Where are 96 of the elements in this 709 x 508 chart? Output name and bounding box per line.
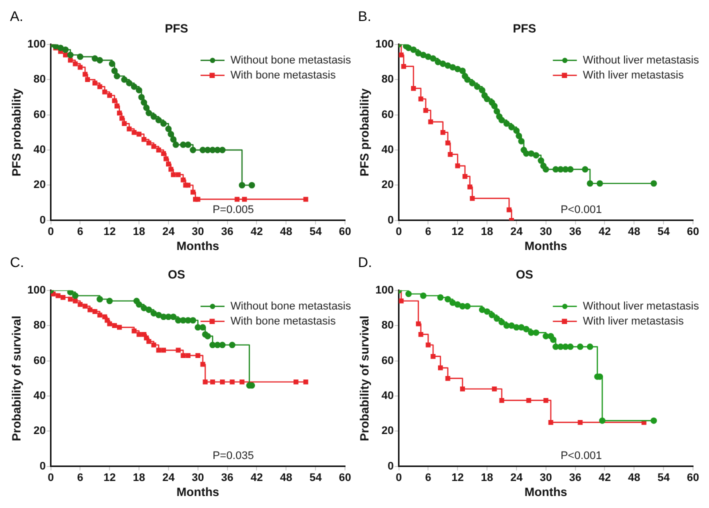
y-axis-title: Probability of survival bbox=[358, 316, 372, 442]
y-tick-label: 100 bbox=[375, 38, 394, 50]
y-tick-label: 60 bbox=[34, 354, 46, 367]
y-tick-label: 60 bbox=[382, 354, 394, 367]
x-tick-label: 0 bbox=[396, 226, 402, 238]
x-axis-title: Months bbox=[176, 239, 220, 254]
y-tick-label: 40 bbox=[382, 144, 394, 156]
y-tick-label: 80 bbox=[34, 74, 46, 86]
x-tick-label: 6 bbox=[425, 226, 432, 238]
x-tick-label: 12 bbox=[451, 226, 464, 238]
y-tick-label: 20 bbox=[382, 179, 394, 192]
x-axis-title: Months bbox=[176, 485, 220, 500]
y-tick-label: 100 bbox=[375, 284, 394, 296]
x-tick-label: 54 bbox=[309, 472, 323, 484]
x-tick-label: 0 bbox=[48, 226, 54, 238]
y-tick-label: 80 bbox=[382, 74, 394, 86]
y-tick-label: 100 bbox=[27, 38, 46, 50]
x-tick-label: 6 bbox=[77, 472, 84, 484]
x-tick-label: 36 bbox=[569, 226, 582, 238]
x-tick-label: 54 bbox=[657, 226, 671, 238]
x-tick-label: 12 bbox=[451, 472, 464, 484]
y-tick-label: 60 bbox=[34, 108, 46, 121]
y-tick-label: 0 bbox=[388, 214, 394, 226]
x-tick-label: 24 bbox=[162, 472, 176, 484]
y-tick-label: 20 bbox=[34, 425, 46, 438]
x-tick-label: 42 bbox=[598, 472, 611, 484]
y-tick-label: 100 bbox=[27, 284, 46, 296]
legend-label: Without liver metastasis bbox=[582, 300, 700, 312]
y-axis-title: Probability of survival bbox=[10, 316, 24, 442]
chart-title: OS bbox=[516, 268, 534, 282]
y-tick-label: 20 bbox=[382, 425, 394, 438]
annotation: P=0.005 bbox=[212, 204, 254, 216]
x-tick-label: 54 bbox=[657, 472, 671, 484]
x-tick-label: 0 bbox=[396, 472, 402, 484]
x-tick-label: 48 bbox=[280, 226, 292, 238]
x-tick-label: 18 bbox=[480, 226, 494, 238]
text: D. bbox=[358, 254, 372, 270]
y-tick-label: 40 bbox=[34, 144, 46, 156]
y-axis-title: PFS probability bbox=[10, 88, 24, 176]
x-tick-label: 30 bbox=[192, 472, 204, 484]
x-tick-label: 60 bbox=[686, 472, 700, 484]
legend-label: Without bone metastasis bbox=[230, 300, 352, 312]
legend-label: With liver metastasis bbox=[582, 69, 684, 82]
annotation: P<0.001 bbox=[560, 204, 602, 216]
y-tick-label: 0 bbox=[40, 214, 46, 226]
y-tick-label: 40 bbox=[34, 390, 46, 402]
x-tick-label: 18 bbox=[132, 472, 146, 484]
x-tick-label: 6 bbox=[77, 226, 84, 238]
x-tick-label: 42 bbox=[598, 226, 611, 238]
chart-title: OS bbox=[168, 268, 186, 282]
x-tick-label: 60 bbox=[338, 226, 352, 238]
legend-label: Without liver metastasis bbox=[582, 54, 700, 66]
x-tick-label: 0 bbox=[48, 472, 54, 484]
y-tick-label: 60 bbox=[382, 108, 394, 121]
x-tick-label: 24 bbox=[510, 472, 524, 484]
chart-title: PFS bbox=[164, 22, 188, 36]
x-tick-label: 12 bbox=[103, 472, 116, 484]
text: A. bbox=[10, 8, 24, 24]
x-tick-label: 30 bbox=[192, 226, 204, 238]
x-tick-label: 24 bbox=[510, 226, 524, 238]
annotation: P<0.001 bbox=[560, 450, 602, 462]
text: C. bbox=[10, 254, 24, 270]
x-axis-title: Months bbox=[524, 485, 568, 500]
annotation: P=0.035 bbox=[212, 450, 254, 462]
x-tick-label: 48 bbox=[628, 472, 640, 484]
legend-label: With bone metastasis bbox=[230, 69, 336, 82]
text: B. bbox=[358, 8, 372, 24]
y-tick-label: 20 bbox=[34, 179, 46, 192]
legend-label: With liver metastasis bbox=[582, 315, 684, 328]
x-tick-label: 36 bbox=[221, 472, 234, 484]
x-tick-label: 24 bbox=[162, 226, 176, 238]
x-tick-label: 30 bbox=[540, 226, 552, 238]
y-tick-label: 0 bbox=[388, 460, 394, 472]
y-tick-label: 80 bbox=[34, 320, 46, 332]
y-tick-label: 0 bbox=[40, 460, 46, 472]
x-tick-label: 54 bbox=[309, 226, 323, 238]
x-tick-label: 48 bbox=[280, 472, 292, 484]
x-tick-label: 6 bbox=[425, 472, 432, 484]
x-tick-label: 12 bbox=[103, 226, 116, 238]
x-tick-label: 36 bbox=[221, 226, 234, 238]
legend-label: With bone metastasis bbox=[230, 315, 336, 328]
x-tick-label: 60 bbox=[686, 226, 700, 238]
y-tick-label: 40 bbox=[382, 390, 394, 402]
x-axis-title: Months bbox=[524, 239, 568, 254]
x-tick-label: 60 bbox=[338, 472, 352, 484]
y-axis-title: PFS probability bbox=[358, 88, 372, 176]
x-tick-label: 48 bbox=[628, 226, 640, 238]
x-tick-label: 42 bbox=[250, 226, 263, 238]
x-tick-label: 36 bbox=[569, 472, 582, 484]
x-tick-label: 18 bbox=[480, 472, 494, 484]
x-tick-label: 18 bbox=[132, 226, 146, 238]
x-tick-label: 30 bbox=[540, 472, 552, 484]
legend-label: Without bone metastasis bbox=[230, 54, 352, 66]
chart-title: PFS bbox=[512, 22, 536, 36]
y-tick-label: 80 bbox=[382, 320, 394, 332]
x-tick-label: 42 bbox=[250, 472, 263, 484]
